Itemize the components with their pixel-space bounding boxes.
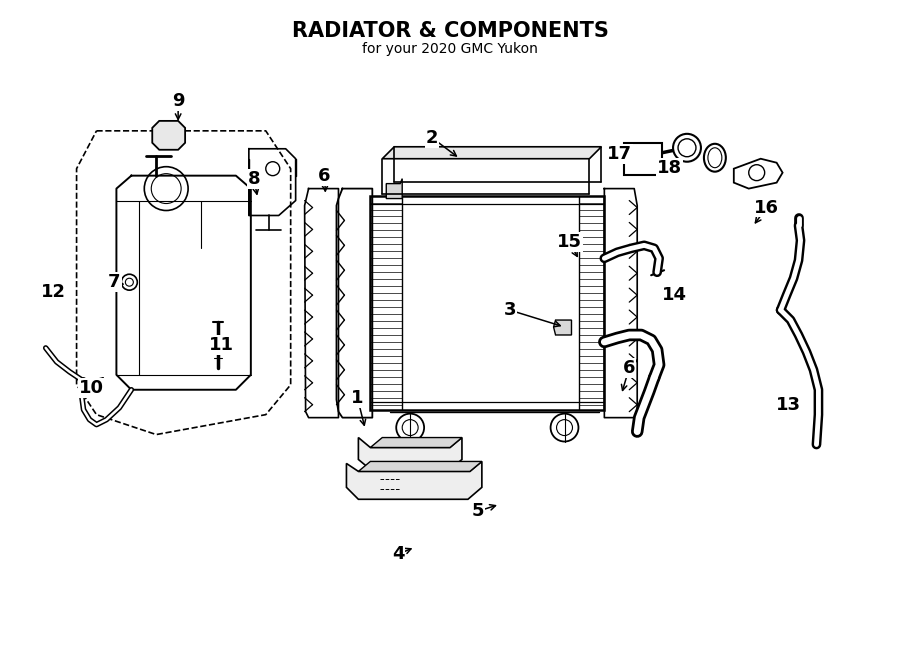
Polygon shape — [358, 438, 462, 469]
Text: for your 2020 GMC Yukon: for your 2020 GMC Yukon — [362, 42, 538, 56]
Text: 3: 3 — [503, 301, 516, 319]
Text: 16: 16 — [754, 198, 779, 217]
Polygon shape — [346, 461, 482, 499]
Polygon shape — [370, 438, 462, 447]
Text: 12: 12 — [41, 283, 67, 301]
Text: 13: 13 — [776, 396, 801, 414]
Polygon shape — [152, 121, 185, 150]
Text: 2: 2 — [426, 129, 438, 147]
Text: RADIATOR & COMPONENTS: RADIATOR & COMPONENTS — [292, 21, 608, 41]
Polygon shape — [734, 159, 783, 188]
Text: 4: 4 — [392, 545, 404, 563]
Text: 15: 15 — [557, 233, 582, 251]
Circle shape — [673, 134, 701, 162]
Text: 8: 8 — [248, 170, 260, 188]
Bar — [370, 196, 604, 410]
Polygon shape — [386, 178, 402, 198]
Text: 7: 7 — [108, 273, 121, 292]
Text: 10: 10 — [79, 379, 104, 397]
Polygon shape — [382, 147, 601, 159]
Text: 5: 5 — [472, 502, 484, 520]
Text: 14: 14 — [662, 286, 687, 304]
Polygon shape — [554, 320, 572, 335]
Polygon shape — [358, 461, 482, 471]
Ellipse shape — [704, 144, 725, 172]
Text: 18: 18 — [656, 159, 681, 176]
Text: 1: 1 — [351, 389, 364, 407]
Text: 9: 9 — [172, 92, 184, 110]
Text: 6: 6 — [319, 167, 331, 184]
Text: 11: 11 — [209, 336, 233, 354]
Bar — [625, 143, 662, 175]
Text: 17: 17 — [607, 145, 632, 163]
Text: 6: 6 — [623, 359, 635, 377]
